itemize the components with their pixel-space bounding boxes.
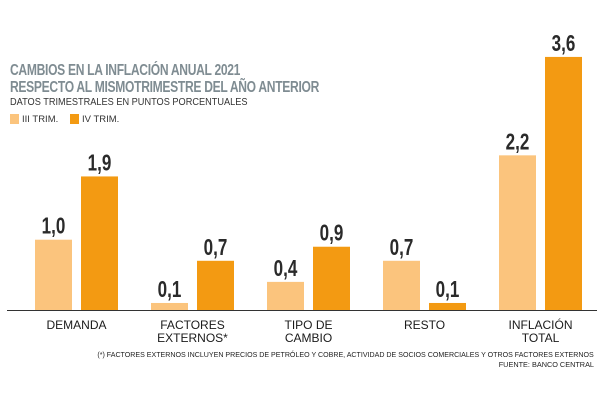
data-label-q3-4: 2,2 xyxy=(506,130,530,155)
chart-subtitle: RESPECTO AL MISMOTRIMESTRE DEL AÑO ANTER… xyxy=(10,79,320,96)
bar-q4-0 xyxy=(81,176,118,310)
bar-q3-4 xyxy=(499,155,536,310)
data-label-q3-1: 0,1 xyxy=(158,278,182,303)
source-note: FUENTE: BANCO CENTRAL xyxy=(498,360,594,369)
data-label-q4-1: 0,7 xyxy=(204,235,228,260)
chart-title: CAMBIOS EN LA INFLACIÓN ANUAL 2021 xyxy=(10,62,241,79)
bar-q3-3 xyxy=(383,260,420,310)
legend-label-q3: III TRIM. xyxy=(22,113,59,125)
category-label-3-0: RESTO xyxy=(404,318,445,332)
category-label-1-1: EXTERNOS* xyxy=(157,331,228,345)
bar-q3-1 xyxy=(151,302,188,310)
data-label-q4-3: 0,1 xyxy=(436,278,460,303)
data-label-q3-3: 0,7 xyxy=(390,235,414,260)
bar-q3-0 xyxy=(35,239,72,310)
data-label-q4-2: 0,9 xyxy=(320,221,344,246)
category-label-4-0: INFLACIÓN xyxy=(508,317,572,332)
bar-q4-4 xyxy=(545,56,582,310)
data-label-q3-2: 0,4 xyxy=(274,257,298,282)
category-label-1-0: FACTORES xyxy=(160,318,224,332)
bar-q4-2 xyxy=(313,246,350,310)
category-label-2-0: TIPO DE xyxy=(284,318,332,332)
data-label-q4-0: 1,9 xyxy=(88,151,112,176)
legend-label-q4: IV TRIM. xyxy=(82,113,120,125)
legend-item-q4: IV TRIM. xyxy=(70,113,119,125)
legend-item-q3: III TRIM. xyxy=(10,113,58,125)
bar-q4-1 xyxy=(197,260,234,310)
data-label-q3-0: 1,0 xyxy=(42,214,66,239)
legend-swatch-q3 xyxy=(10,114,19,124)
category-label-2-1: CAMBIO xyxy=(285,331,332,345)
bar-q3-2 xyxy=(267,281,304,310)
category-label-4-1: TOTAL xyxy=(522,331,560,345)
bar-q4-3 xyxy=(429,302,466,310)
category-label-0-0: DEMANDA xyxy=(46,318,106,332)
legend-swatch-q4 xyxy=(70,114,79,124)
data-label-q4-4: 3,6 xyxy=(552,32,576,57)
y-axis-label: DATOS TRIMESTRALES EN PUNTOS PORCENTUALE… xyxy=(10,97,248,108)
footnote: (*) FACTORES EXTERNOS INCLUYEN PRECIOS D… xyxy=(97,350,594,359)
